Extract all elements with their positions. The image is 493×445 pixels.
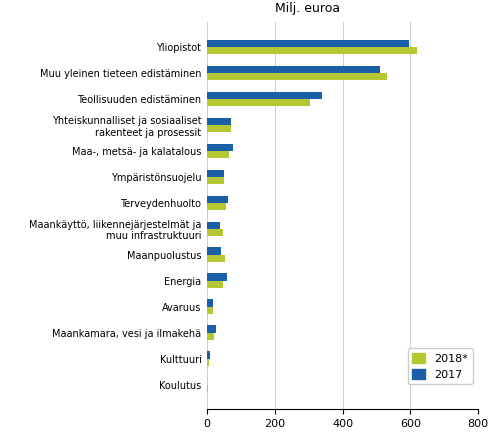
Bar — [207, 281, 223, 288]
Bar — [207, 99, 311, 106]
Bar — [207, 125, 232, 132]
Bar — [207, 66, 380, 73]
Bar — [207, 299, 213, 307]
Bar — [207, 325, 216, 332]
Bar — [207, 144, 234, 151]
Bar — [207, 247, 221, 255]
Bar — [207, 170, 224, 177]
Bar — [207, 196, 228, 203]
Text: Milj. euroa: Milj. euroa — [275, 1, 340, 15]
Bar — [207, 255, 225, 262]
Bar — [207, 151, 229, 158]
Legend: 2018*, 2017: 2018*, 2017 — [408, 348, 473, 384]
Bar — [207, 351, 211, 359]
Bar — [207, 203, 226, 210]
Bar — [207, 73, 387, 81]
Bar — [207, 229, 223, 236]
Bar — [207, 92, 322, 99]
Bar — [207, 359, 210, 366]
Bar — [207, 222, 220, 229]
Bar — [207, 384, 208, 392]
Bar — [207, 40, 409, 47]
Bar — [207, 307, 213, 314]
Bar — [207, 177, 224, 184]
Bar — [207, 118, 231, 125]
Bar — [207, 273, 227, 281]
Bar — [207, 47, 417, 54]
Bar — [207, 332, 214, 340]
